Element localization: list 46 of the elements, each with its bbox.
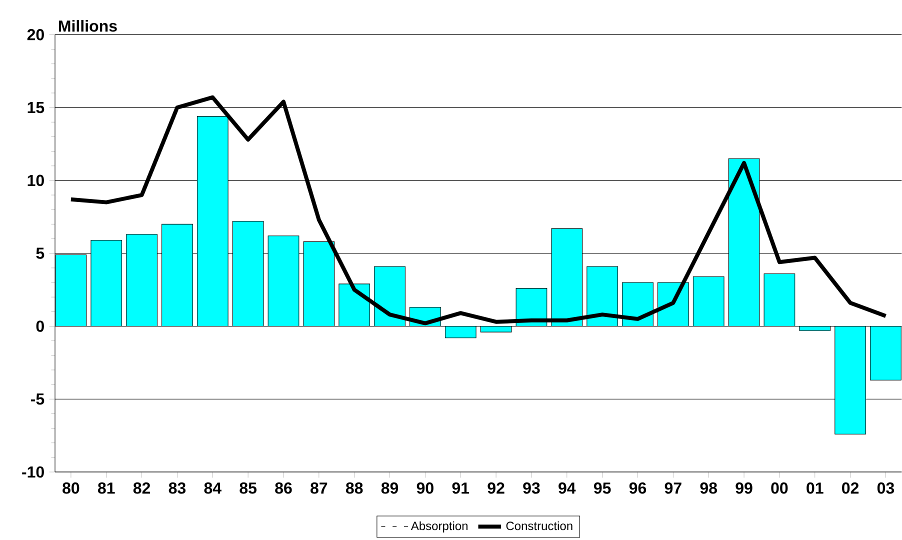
y-tick-label: 20: [27, 29, 44, 40]
y-tick-label: 5: [36, 248, 44, 259]
x-tick-label: 82: [133, 482, 150, 494]
bar: [126, 234, 158, 326]
x-tick-label: 98: [700, 482, 718, 494]
x-tick-label: 91: [452, 482, 470, 494]
x-tick-label: 81: [98, 482, 115, 494]
x-tick-label: 00: [771, 482, 788, 494]
x-tick-label: 93: [523, 482, 540, 494]
bar: [692, 276, 724, 326]
bar: [834, 326, 866, 434]
y-tick-label: -5: [31, 394, 44, 405]
x-tick-label: 94: [558, 482, 576, 494]
x-tick-label: 99: [736, 482, 752, 494]
bar: [764, 273, 796, 326]
legend-label: Absorption: [410, 521, 468, 533]
x-tick-label: 88: [346, 482, 363, 494]
y-tick-label: -10: [22, 466, 44, 478]
y-axis-title: Millions: [59, 20, 117, 32]
y-tick-label: 0: [36, 320, 44, 332]
x-tick-label: 80: [62, 482, 80, 494]
x-tick-label: 03: [877, 482, 894, 494]
x-tick-label: 97: [664, 482, 682, 494]
bar: [268, 236, 300, 326]
x-tick-label: 96: [629, 482, 646, 494]
x-tick-label: 92: [488, 482, 504, 494]
x-tick-label: 02: [842, 482, 859, 494]
bar: [480, 326, 512, 332]
bar: [90, 240, 122, 326]
x-tick-label: 84: [204, 482, 222, 494]
bar: [162, 224, 193, 326]
x-tick-label: 01: [806, 482, 824, 494]
y-tick-label: 10: [28, 174, 44, 186]
bar: [444, 326, 476, 338]
x-tick-label: 85: [240, 482, 257, 494]
x-tick-label: 95: [594, 482, 611, 494]
y-tick-label: 15: [28, 102, 44, 114]
x-tick-label: 83: [168, 482, 186, 494]
bar: [799, 326, 831, 331]
x-tick-label: 87: [310, 482, 328, 494]
line-series: [68, 95, 888, 326]
x-tick-label: 90: [416, 482, 434, 494]
x-tick-label: 89: [381, 482, 398, 494]
bar: [232, 220, 264, 326]
x-tick-label: 86: [275, 482, 292, 494]
legend-label: Construction: [506, 521, 572, 530]
